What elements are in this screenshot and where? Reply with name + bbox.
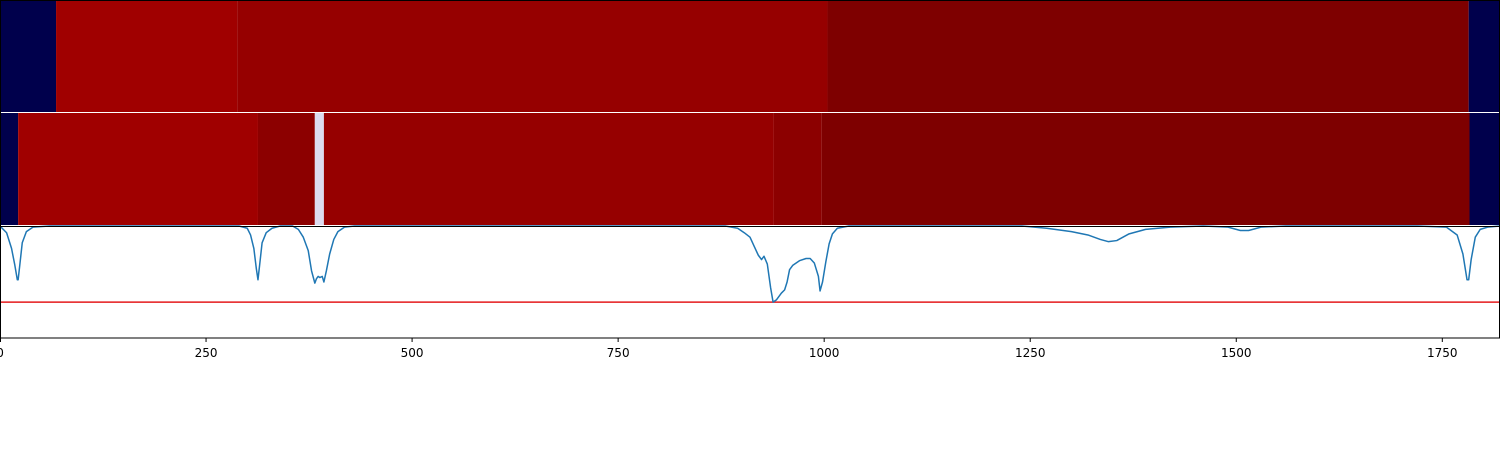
line-panel-background (0, 226, 1500, 338)
heatmap-row-2-segment-6 (773, 113, 822, 225)
heatmap-row-2-segment-4 (314, 113, 324, 225)
heatmap-row-1-segment-2 (56, 1, 238, 112)
x-tick-label: 1250 (1015, 346, 1046, 360)
heatmap-row-2-segment-8 (1469, 113, 1500, 225)
line-panel (0, 225, 1500, 338)
heatmap-row-1-segment-1 (0, 1, 57, 112)
heatmap-row-2-segment-2 (18, 113, 258, 225)
x-tick-label: 1000 (809, 346, 840, 360)
heatmap-rows (0, 1, 1500, 225)
heatmap-row-2-segment-3 (257, 113, 315, 225)
x-tick-label: 0 (0, 346, 4, 360)
x-tick-label: 750 (607, 346, 630, 360)
heatmap-row-2-segment-5 (323, 113, 774, 225)
heatmap-row-1-segment-3 (237, 1, 828, 112)
heatmap-row-1-segment-4 (827, 1, 1469, 112)
heatmap-row-1-segment-5 (1468, 1, 1500, 112)
heatmap-row-2-segment-7 (821, 113, 1470, 225)
heatmap-row-2-segment-1 (0, 113, 19, 225)
x-tick-label: 1500 (1221, 346, 1252, 360)
x-tick-label: 500 (401, 346, 424, 360)
x-axis: 0 250 500 750 1000 1250 1500 1750 (0, 338, 1458, 360)
x-tick-label: 1750 (1427, 346, 1458, 360)
x-tick-label: 250 (195, 346, 218, 360)
